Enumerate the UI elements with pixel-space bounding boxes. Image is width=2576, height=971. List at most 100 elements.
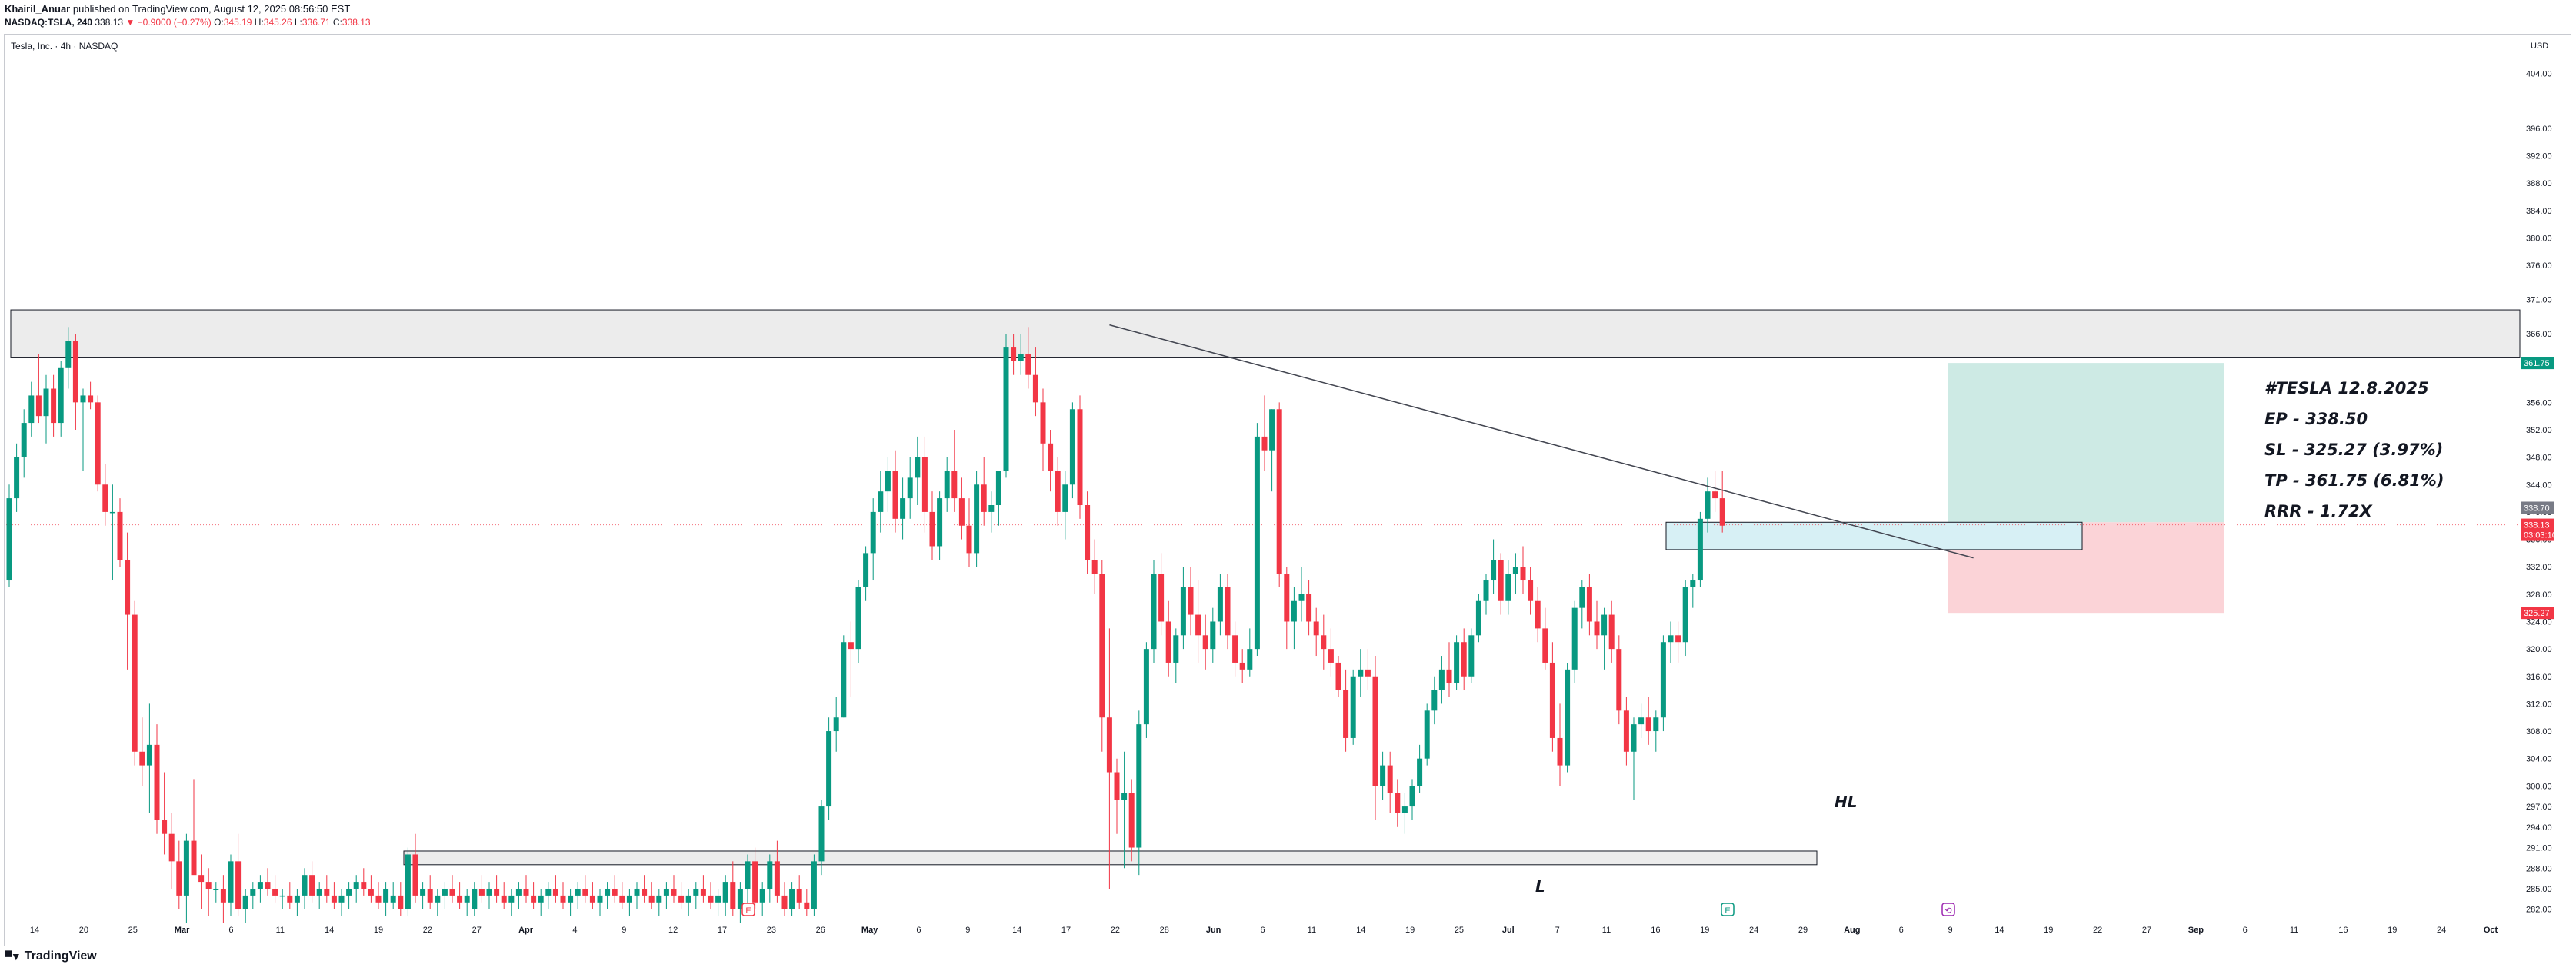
note-title: #TESLA 12.8.2025 (2264, 379, 2429, 397)
candle (1062, 471, 1068, 540)
candle-body (648, 895, 655, 903)
candle (1291, 587, 1297, 650)
candle-body (1358, 669, 1364, 677)
candle (1165, 600, 1171, 677)
candle-body (1335, 662, 1341, 690)
candle (1298, 567, 1305, 622)
candle (663, 882, 669, 909)
earnings-icon[interactable]: E (1721, 903, 1735, 916)
candle (951, 429, 958, 512)
trendline[interactable] (1109, 324, 1974, 559)
candle-body (1431, 690, 1438, 711)
candle-body (1690, 580, 1696, 587)
candle-body (494, 888, 500, 896)
hl-annotation: HL (1835, 793, 1857, 811)
candle-body (420, 888, 426, 896)
candle (774, 840, 780, 903)
candle-body (619, 895, 625, 903)
y-tick-label: 304.00 (2526, 755, 2552, 764)
countdown-tag: 03:03:10 (2524, 531, 2557, 540)
candle-body (95, 402, 101, 485)
x-tick-label: 27 (2142, 926, 2151, 935)
candle (1210, 607, 1216, 663)
candle (1372, 656, 1378, 820)
candle (1468, 628, 1475, 683)
dividend-split-icon[interactable]: ⟲ (1941, 903, 1955, 916)
candle (1491, 539, 1497, 594)
x-tick-label: 24 (1749, 926, 1758, 935)
candle-body (1475, 600, 1481, 636)
candle (1032, 347, 1038, 417)
candle (693, 882, 699, 909)
author-name[interactable]: Khairil_Anuar (5, 3, 71, 15)
candle (346, 882, 352, 909)
candle (1077, 395, 1083, 519)
candle (1195, 580, 1201, 663)
candle-body (796, 888, 802, 903)
candle-body (508, 895, 515, 903)
close-value: 338.13 (342, 17, 371, 28)
candle-body (390, 895, 396, 903)
earnings-icon[interactable]: E (741, 903, 755, 916)
candle (1358, 649, 1364, 697)
candle-body (1675, 635, 1681, 643)
candle (72, 334, 78, 430)
candle-body (1623, 710, 1629, 752)
candle (605, 882, 611, 909)
candle-body (1505, 574, 1511, 601)
candle-body (1114, 772, 1120, 800)
take-profit-zone[interactable] (1948, 363, 2224, 523)
candle (494, 875, 500, 903)
x-tick-label: 22 (2093, 926, 2102, 935)
candle (759, 882, 765, 916)
candle (900, 477, 906, 540)
svg-text:E[interactable]: E (1725, 906, 1730, 916)
last-price: 338.13 (95, 17, 124, 28)
candle-body (1165, 621, 1171, 663)
candle-body (1018, 354, 1024, 361)
brand-name[interactable]: TradingView (24, 949, 97, 963)
candle (855, 580, 861, 663)
candle-body (1395, 793, 1401, 813)
candle (1438, 656, 1445, 704)
candle (1254, 423, 1260, 657)
candle (154, 724, 160, 834)
candle-body (605, 888, 611, 896)
countdown-tag-bg (2521, 528, 2554, 541)
candle-body (1645, 717, 1651, 732)
svg-text:E[interactable]: E (745, 906, 751, 916)
support-zone[interactable] (403, 850, 1818, 866)
candle (804, 888, 810, 916)
candle (656, 888, 662, 916)
candle-body (1594, 621, 1600, 636)
candle (464, 888, 470, 916)
x-tick-label: 9 (965, 926, 970, 935)
candle-body (435, 895, 441, 903)
entry-area-box[interactable] (1665, 521, 2083, 550)
svg-text:⟲[interactable]: ⟲ (1944, 906, 1951, 916)
resistance-zone[interactable] (10, 309, 2521, 358)
x-tick-label: 17 (1061, 926, 1071, 935)
y-tick-label: 324.00 (2526, 617, 2552, 627)
candle-body (1247, 649, 1253, 670)
candle-body (1483, 580, 1489, 601)
tradingview-logo-icon[interactable]: ▀▼ (5, 950, 22, 963)
candle-body (1321, 635, 1327, 650)
candle-body (663, 888, 669, 896)
y-tick-label: 352.00 (2526, 426, 2552, 435)
candle-body (1298, 594, 1305, 601)
candle (1151, 560, 1157, 663)
candle-body (331, 895, 337, 903)
candle (1483, 574, 1489, 615)
candle-body (162, 820, 168, 834)
candle-body (72, 341, 78, 403)
candle-body (1188, 587, 1194, 615)
candle (331, 882, 337, 909)
candle-body (375, 895, 382, 903)
x-tick-label: 19 (2388, 926, 2397, 935)
candle-body (338, 895, 345, 903)
currency-label[interactable]: USD (2531, 42, 2549, 51)
candle-body (612, 888, 618, 896)
candle-body (568, 895, 574, 903)
